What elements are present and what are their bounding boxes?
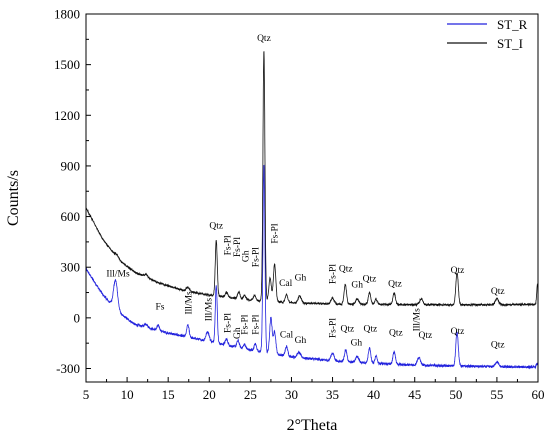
series-group — [85, 51, 539, 370]
peak-label: Cal — [280, 330, 294, 340]
peak-label: Fs-Pl — [223, 235, 233, 255]
peak-label: Qtz — [257, 34, 271, 44]
x-tick-label: 25 — [244, 387, 257, 402]
peak-label: Qtz — [339, 264, 353, 274]
peak-label: Fs-Pl — [223, 313, 233, 333]
peak-label: Qtz — [363, 275, 377, 285]
peak-label: Ill/Ms — [106, 269, 130, 279]
peak-label: Gh — [241, 250, 251, 262]
x-tick-label: 60 — [532, 387, 545, 402]
peak-label: Fs-Pl — [329, 264, 339, 284]
x-axis-title: 2°Theta — [287, 417, 338, 434]
plot-frame — [85, 13, 539, 383]
peak-label: Fs-Pl — [329, 318, 339, 338]
peak-label: Qtz — [209, 221, 223, 231]
legend-label: ST_I — [497, 36, 523, 51]
peak-label: Gh — [295, 336, 307, 346]
peak-label: Fs-Pl — [251, 314, 261, 334]
y-tick-label: 600 — [61, 209, 81, 224]
y-axis-title: Counts/s — [5, 170, 22, 226]
peak-label: Qtz — [451, 266, 465, 276]
axes-group: 5 10 15 20 25 30 35 40 45 50 55 60 -300 0 300 600 900 120… — [54, 7, 545, 403]
peak-label: Gh — [233, 327, 243, 339]
peak-label: Qtz — [451, 327, 465, 337]
y-tick-label: 0 — [74, 310, 81, 325]
y-tick-label: 1800 — [54, 7, 80, 22]
peak-label: Fs-Pl — [233, 237, 243, 257]
peak-label: Qtz — [389, 329, 403, 339]
x-tick-label: 50 — [449, 387, 462, 402]
y-tick-label: 1200 — [54, 108, 80, 123]
x-tick-label: 45 — [408, 387, 421, 402]
peak-label: Gh — [295, 274, 307, 284]
x-tick-label: 35 — [326, 387, 339, 402]
x-tick-label: 55 — [490, 387, 503, 402]
series-line-st-r — [85, 164, 539, 370]
peak-label: Fs-Pl — [271, 223, 281, 243]
y-tick-label: 300 — [61, 260, 81, 275]
x-tick-label: 10 — [121, 387, 134, 402]
peak-label: Gh — [351, 280, 363, 290]
y-tick-label: -300 — [56, 361, 80, 376]
peak-label: Cal — [279, 279, 293, 289]
peak-label: Qtz — [340, 324, 354, 334]
y-tick-label: 900 — [61, 158, 81, 173]
legend-label: ST_R — [497, 17, 528, 32]
x-tick-label: 5 — [83, 387, 90, 402]
peak-label: Qtz — [491, 340, 505, 350]
peak-label: Qtz — [419, 331, 433, 341]
legend: ST_R ST_I — [447, 17, 528, 51]
peak-label: Qtz — [388, 280, 402, 290]
x-tick-label: 15 — [162, 387, 175, 402]
peak-label: Ill/Ms — [205, 298, 215, 322]
peak-label: Fs-Pl — [241, 314, 251, 334]
peak-label: Fs-Pl — [251, 247, 261, 267]
peak-label: Qtz — [363, 324, 377, 334]
series-line-st-i — [85, 51, 539, 308]
peak-label: Ill/Ms — [185, 291, 195, 315]
x-tick-label: 30 — [285, 387, 298, 402]
peak-label: Fs — [155, 302, 164, 312]
peak-label: Qtz — [491, 287, 505, 297]
x-tick-label: 20 — [203, 387, 216, 402]
x-tick-label: 40 — [367, 387, 380, 402]
peak-label: Ill/Ms — [412, 308, 422, 332]
peak-label: Gh — [351, 339, 363, 349]
y-tick-label: 1500 — [54, 57, 80, 72]
